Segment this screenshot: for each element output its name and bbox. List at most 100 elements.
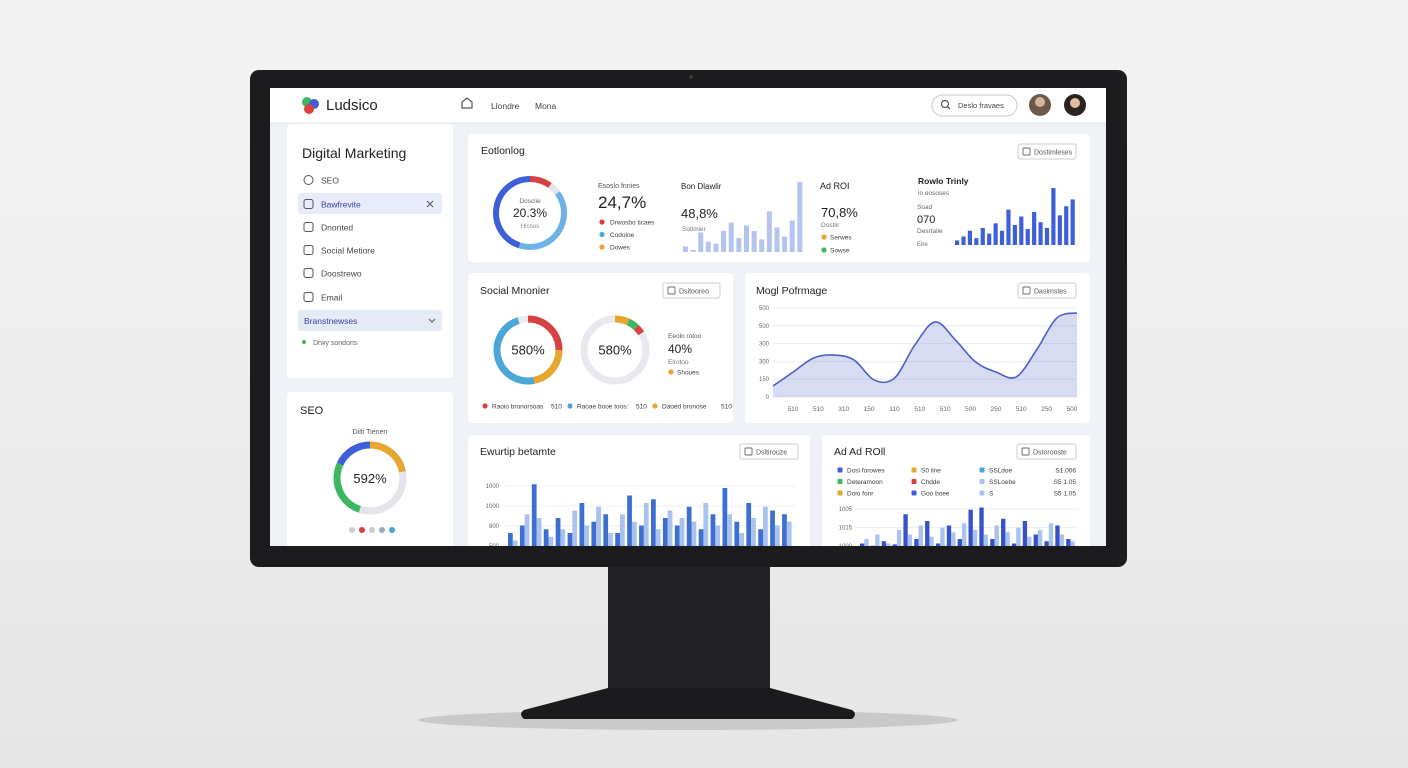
- legend-label: S: [989, 491, 994, 498]
- legend-dot: [821, 234, 827, 240]
- donut-segment: [493, 176, 531, 249]
- legend-value: 510: [721, 404, 732, 411]
- y-axis-label: 150: [759, 377, 770, 383]
- dashboard: Ludsico Llondre Mona Deslo fravaes Digital M…: [270, 88, 1106, 546]
- legend-label: Codoloe: [610, 232, 635, 239]
- nav-link[interactable]: Mona: [535, 101, 557, 111]
- legend-dot: [567, 403, 573, 409]
- page-dot[interactable]: [369, 527, 375, 533]
- bar: [896, 530, 902, 546]
- dropdown-label[interactable]: Branstnewses: [304, 316, 357, 326]
- bar: [1038, 222, 1043, 245]
- menu-item[interactable]: Bawfrevite: [321, 200, 361, 210]
- bar: [1001, 518, 1006, 546]
- bar: [999, 230, 1005, 245]
- bar: [531, 484, 537, 546]
- bar: [715, 525, 721, 546]
- stat-line: 070: [917, 214, 935, 226]
- button[interactable]: [1017, 282, 1077, 299]
- bar: [980, 227, 985, 245]
- bar: [751, 518, 756, 546]
- button-label[interactable]: Dstorooste: [1033, 450, 1067, 457]
- legend-dot: [652, 403, 658, 409]
- stat-line: Eire: [917, 242, 928, 248]
- card-title: Social Mnonier: [480, 285, 550, 297]
- bar: [946, 525, 952, 546]
- card-title: Eotlonlog: [481, 145, 525, 157]
- bar: [925, 521, 930, 546]
- chevron: [428, 318, 436, 323]
- bar: [972, 530, 978, 546]
- bar: [1027, 536, 1032, 546]
- dropdown[interactable]: [298, 310, 442, 331]
- menu-item[interactable]: SEO: [321, 176, 339, 186]
- page-dot[interactable]: [359, 527, 365, 533]
- bar: [667, 510, 673, 546]
- donut-label: 20.3%: [513, 206, 547, 220]
- home-icon[interactable]: [461, 97, 473, 109]
- button-label[interactable]: Dostimleses: [1034, 150, 1073, 157]
- bar: [782, 514, 787, 546]
- bar: [620, 514, 625, 546]
- menu-item[interactable]: Social Metiore: [321, 246, 375, 256]
- bar: [979, 507, 984, 546]
- bar: [691, 521, 697, 546]
- page-dot[interactable]: [379, 527, 385, 533]
- menu-item[interactable]: Dnonted: [321, 223, 353, 233]
- stat-label: Eeolo rotoo: [668, 333, 702, 340]
- button-label[interactable]: Dsitooreo: [679, 289, 709, 296]
- x-axis-label: 310: [838, 406, 849, 413]
- bar: [774, 525, 780, 546]
- button[interactable]: [662, 282, 721, 299]
- bar: [639, 525, 644, 546]
- menu-highlight[interactable]: [298, 193, 442, 214]
- donut-segment: [633, 324, 645, 336]
- stat-note: lo eososes: [918, 190, 950, 197]
- legend-label: SSLoebe: [989, 479, 1016, 486]
- page-dot[interactable]: [349, 527, 355, 533]
- button[interactable]: [739, 443, 799, 460]
- bar: [736, 238, 742, 252]
- y-axis-label: 500: [759, 324, 770, 330]
- donut-label: 580%: [598, 343, 632, 358]
- button[interactable]: [1016, 443, 1077, 460]
- x-axis-label: 510: [940, 406, 951, 413]
- nav-link[interactable]: Llondre: [491, 101, 520, 111]
- stat-value: 40%: [668, 342, 692, 356]
- bar: [1055, 525, 1060, 546]
- bar: [519, 525, 525, 546]
- legend-value: S1.006: [1055, 468, 1076, 475]
- bar: [728, 222, 734, 252]
- menu-icon: [303, 268, 314, 278]
- legend-swatch: [979, 467, 985, 473]
- bar: [751, 231, 757, 252]
- page-dot[interactable]: [389, 527, 395, 533]
- bar: [524, 514, 530, 546]
- bar: [935, 543, 941, 546]
- bar: [1051, 188, 1056, 245]
- bar: [766, 211, 772, 252]
- bar: [763, 506, 768, 546]
- bar: [655, 529, 661, 546]
- menu-icon: [303, 175, 314, 185]
- button-label[interactable]: Dasimstes: [1034, 289, 1067, 296]
- button[interactable]: [1017, 143, 1077, 160]
- x-axis-label: 110: [889, 406, 900, 413]
- bar: [1012, 225, 1017, 245]
- bar: [579, 503, 585, 546]
- bar: [596, 506, 601, 546]
- y-axis-label: 300: [759, 342, 770, 348]
- close-icon[interactable]: [426, 200, 434, 208]
- menu-item[interactable]: Doostrewo: [321, 269, 362, 279]
- bar: [1005, 532, 1010, 546]
- menu-item[interactable]: Email: [321, 293, 342, 303]
- donut-segment: [527, 315, 563, 351]
- button-label[interactable]: Dsltirouze: [756, 450, 787, 457]
- bar: [560, 529, 566, 546]
- donut-segment: [548, 183, 560, 195]
- bar: [710, 514, 716, 546]
- search-box[interactable]: [931, 94, 1018, 117]
- legend-value: 510: [551, 404, 562, 411]
- bar: [608, 533, 613, 546]
